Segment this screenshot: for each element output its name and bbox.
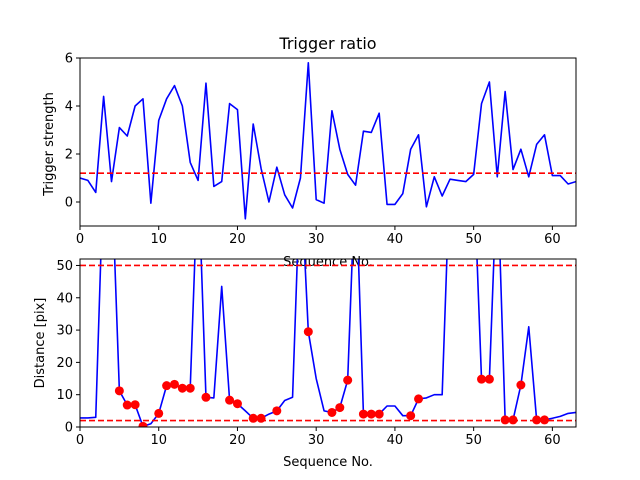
y-tick-label: 10 [56,388,73,403]
x-tick-label: 20 [229,232,246,247]
data-point [272,406,282,416]
distance-axes: Distance [pix] Sequence No. 0 10 20 30 40 50 6… [33,258,577,470]
x-tick-label: 50 [465,433,482,448]
data-point [532,415,542,425]
axes-frame [79,57,577,227]
y-tick-label: 2 [65,148,73,163]
data-point [358,409,368,419]
x-tick-label: 50 [465,232,482,247]
y-tick-label: 4 [65,100,73,115]
y-tick-label: 0 [65,196,73,211]
x-tick-label: 20 [229,433,246,448]
x-tick-label: 30 [308,433,325,448]
y-tick-label: 20 [56,356,73,371]
y-axis-label: Trigger strength [42,92,57,197]
x-tick-label: 0 [76,433,84,448]
series-line [80,61,576,220]
plot-area [80,259,576,427]
data-point [154,408,164,418]
data-point [406,411,416,421]
x-tick-label: 60 [544,232,561,247]
data-point [516,380,526,390]
y-tick-label: 40 [56,291,73,306]
data-point [366,409,376,419]
data-point [130,400,140,410]
x-tick-label: 60 [544,433,561,448]
data-point [122,400,132,410]
y-tick-label: 30 [56,324,73,339]
data-point [335,403,345,413]
data-point [185,383,195,393]
data-point [225,395,235,405]
data-point [374,409,384,419]
data-point [169,379,179,389]
data-point [484,374,494,384]
data-point [303,327,313,337]
axes-frame [79,258,577,428]
y-axis-label: Distance [pix] [33,298,48,389]
x-tick-label: 30 [308,232,325,247]
data-point [138,421,148,427]
y-tick-label: 0 [65,421,73,436]
data-point [177,383,187,393]
y-tick-label: 6 [65,52,73,67]
data-point [343,375,353,385]
data-point [248,413,258,423]
data-point [256,413,266,423]
data-point [232,399,242,409]
y-tick-label: 50 [56,259,73,274]
chart-title: Trigger ratio [278,34,376,53]
x-tick-label: 10 [150,433,167,448]
x-tick-label: 0 [76,232,84,247]
plot-area [80,61,576,220]
data-point [477,374,487,384]
x-tick-label: 40 [387,433,404,448]
x-axis-label: Sequence No. [283,455,373,470]
x-tick-label: 40 [387,232,404,247]
data-point [414,394,424,404]
data-point [327,407,337,417]
trigger-ratio-axes: Trigger ratio Trigger strength Sequence … [42,34,577,270]
data-point [114,386,124,396]
data-point [201,392,211,402]
data-point [162,381,172,391]
x-tick-label: 10 [150,232,167,247]
